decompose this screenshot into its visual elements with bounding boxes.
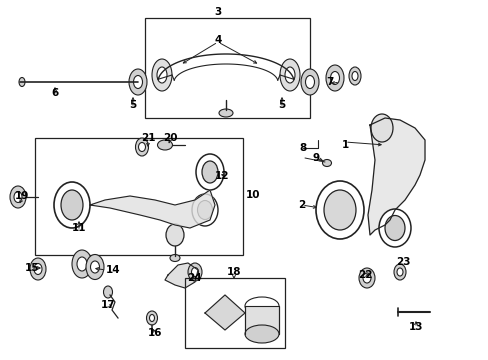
Text: 22: 22	[357, 270, 371, 280]
Ellipse shape	[10, 186, 26, 208]
Bar	[244, 306, 279, 334]
Ellipse shape	[135, 138, 148, 156]
Ellipse shape	[348, 67, 360, 85]
Ellipse shape	[322, 159, 331, 166]
Ellipse shape	[192, 194, 218, 226]
Text: 24: 24	[186, 273, 201, 283]
Ellipse shape	[61, 190, 83, 220]
Ellipse shape	[280, 59, 299, 91]
Text: 5: 5	[129, 100, 136, 110]
Ellipse shape	[152, 59, 172, 91]
Text: 1: 1	[341, 140, 348, 150]
Ellipse shape	[77, 257, 87, 271]
Ellipse shape	[324, 190, 355, 230]
Ellipse shape	[330, 72, 339, 85]
Ellipse shape	[72, 250, 92, 278]
Text: 8: 8	[299, 143, 306, 153]
Text: 4: 4	[214, 35, 221, 45]
Polygon shape	[164, 263, 198, 288]
Ellipse shape	[351, 72, 357, 81]
Bar	[35, 138, 243, 255]
Text: 15: 15	[25, 263, 39, 273]
Ellipse shape	[133, 76, 142, 89]
Ellipse shape	[219, 109, 232, 117]
Ellipse shape	[129, 69, 147, 95]
Ellipse shape	[196, 154, 224, 190]
Text: 23: 23	[395, 257, 409, 267]
Text: 9: 9	[312, 153, 319, 163]
Ellipse shape	[170, 255, 180, 261]
Ellipse shape	[358, 268, 374, 288]
Text: 21: 21	[141, 133, 155, 143]
Ellipse shape	[384, 216, 404, 240]
Ellipse shape	[197, 201, 212, 220]
Text: 14: 14	[105, 265, 120, 275]
Text: 11: 11	[72, 223, 86, 233]
Ellipse shape	[202, 161, 218, 183]
Ellipse shape	[90, 261, 99, 273]
Ellipse shape	[165, 224, 183, 246]
Text: 2: 2	[298, 200, 305, 210]
Text: 18: 18	[226, 267, 241, 277]
Text: 10: 10	[245, 190, 260, 200]
Polygon shape	[367, 118, 424, 235]
Ellipse shape	[30, 258, 46, 280]
Bar	[145, 18, 309, 118]
Ellipse shape	[86, 255, 104, 279]
Text: 19: 19	[15, 191, 29, 201]
Bar	[184, 278, 285, 348]
Ellipse shape	[14, 192, 22, 202]
Ellipse shape	[393, 264, 405, 280]
Polygon shape	[90, 190, 215, 228]
Ellipse shape	[191, 267, 198, 276]
Ellipse shape	[244, 325, 279, 343]
Text: 17: 17	[101, 300, 115, 310]
Text: 7: 7	[325, 77, 333, 87]
Text: 6: 6	[51, 88, 59, 98]
Ellipse shape	[34, 264, 42, 274]
Text: 16: 16	[147, 328, 162, 338]
Text: 20: 20	[163, 133, 177, 143]
Ellipse shape	[285, 67, 294, 83]
Ellipse shape	[54, 182, 90, 228]
Ellipse shape	[138, 143, 145, 152]
Ellipse shape	[244, 297, 279, 315]
Ellipse shape	[19, 77, 25, 86]
Text: 12: 12	[214, 171, 229, 181]
Ellipse shape	[396, 268, 402, 276]
Text: 13: 13	[408, 322, 423, 332]
Ellipse shape	[157, 140, 172, 150]
Polygon shape	[204, 295, 244, 330]
Ellipse shape	[157, 67, 167, 83]
Ellipse shape	[370, 114, 392, 142]
Ellipse shape	[378, 209, 410, 247]
Ellipse shape	[305, 76, 314, 89]
Ellipse shape	[315, 181, 363, 239]
Text: 3: 3	[214, 7, 221, 17]
Ellipse shape	[325, 65, 343, 91]
Ellipse shape	[146, 311, 157, 325]
Ellipse shape	[301, 69, 318, 95]
Ellipse shape	[362, 273, 370, 283]
Text: 5: 5	[278, 100, 285, 110]
Ellipse shape	[187, 263, 202, 281]
Ellipse shape	[149, 315, 154, 321]
Ellipse shape	[103, 286, 112, 298]
